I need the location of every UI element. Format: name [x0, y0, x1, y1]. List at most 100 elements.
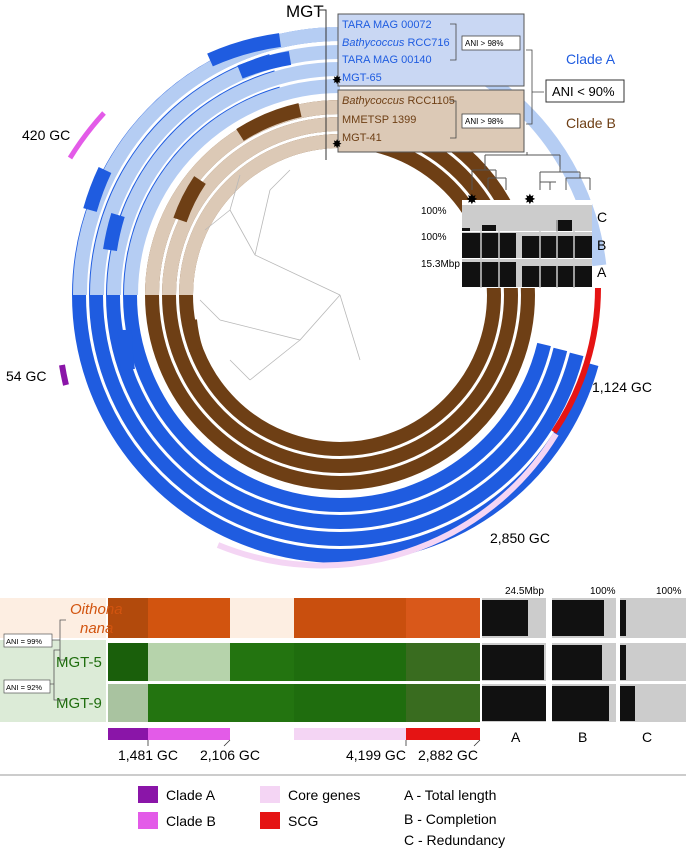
clade-a-genome-3: TARA MAG 00140 [342, 54, 432, 66]
brown-streak-2 [173, 176, 206, 223]
metric-a-oithona [482, 600, 528, 636]
gc-54-label: 54 GC [6, 368, 46, 384]
ring-b2-left [162, 117, 341, 296]
legend-swatch-scg [260, 812, 280, 829]
bar-c-1 [462, 228, 470, 231]
ani-99-bracket [52, 619, 66, 661]
bin-core [294, 728, 406, 740]
legend-swatch-clade-b [138, 812, 158, 829]
mgt5-seg-3 [230, 643, 294, 681]
oithona-seg-1 [108, 598, 148, 638]
metric-c-bg-2 [620, 643, 686, 681]
clade-b-genome-3: MGT-41 [342, 132, 382, 144]
blue-streak-4 [103, 212, 125, 252]
oithona-seg-3 [230, 598, 294, 638]
linear-pangenome: 24.5Mbp 100% 100% A B C Oithona nana MGT… [0, 586, 686, 763]
metric-c-head: 100% [656, 586, 682, 597]
bin-scg [406, 728, 480, 740]
blue-streak-5 [117, 329, 135, 372]
star-mgt41: ✸ [332, 137, 342, 151]
oithona-label-bg [0, 598, 106, 638]
arc-54-gc [59, 364, 69, 386]
metric-b-oithona [552, 600, 604, 636]
legend-core: Core genes [288, 787, 360, 803]
legend-c: C - Redundancy [404, 832, 505, 848]
clade-b-genome-1: Bathycoccus RCC1105 [342, 95, 455, 107]
ani-92-text: ANI = 92% [6, 683, 42, 692]
star-tree-1: ✸ [466, 191, 478, 207]
metric-c-bg-1 [620, 598, 686, 638]
clade-b-ani-bracket [450, 100, 457, 139]
legend-clade-a: Clade A [166, 787, 216, 803]
ring-a3-left [107, 62, 341, 296]
bar-a-1 [462, 262, 516, 287]
legend-b: B - Completion [404, 811, 497, 827]
oithona-name-1: Oithona [70, 601, 123, 618]
legend-a: A - Total length [404, 787, 496, 803]
oithona-name-2: nana [80, 620, 113, 637]
legend-clade-b: Clade B [166, 813, 216, 829]
metric-c-col: C [642, 729, 652, 745]
bar-row-c: C [597, 209, 607, 225]
metric-c-mgt9 [620, 686, 635, 721]
mgt9-seg-1 [108, 684, 148, 722]
legend-swatch-core [260, 786, 280, 803]
bar-len-a: 15.3Mbp [421, 259, 460, 270]
metric-b-col: B [578, 729, 587, 745]
ani-ab-text: ANI < 90% [552, 84, 615, 99]
brown-streak-1 [236, 103, 302, 141]
ani-ab-box [545, 79, 625, 103]
ani-b-text: ANI > 98% [465, 117, 503, 126]
metric-a-col: A [511, 729, 521, 745]
brown-streak-3 [183, 319, 203, 353]
gc3-label: 4,199 GC [346, 747, 406, 763]
star-tree-2: ✸ [524, 191, 536, 207]
metric-b-mgt5 [552, 645, 602, 680]
clade-ani-bracket [526, 49, 544, 125]
ring-a1-left [72, 27, 341, 296]
ani-a-text: ANI > 98% [465, 39, 503, 48]
blue-streak-2 [237, 51, 292, 79]
blue-streak-3 [83, 167, 112, 213]
bar-pct-b: 100% [421, 232, 447, 243]
bar-b-1 [462, 233, 516, 258]
legend-scg: SCG [288, 813, 318, 829]
clade-b-label: Clade B [566, 115, 616, 131]
tick-2 [223, 739, 231, 747]
mgt-label: MGT [286, 2, 324, 21]
bin-clade-b [148, 728, 230, 740]
mgt9-seg-2 [148, 684, 230, 722]
legend-swatch-clade-a [138, 786, 158, 803]
gc-420-label: 420 GC [22, 127, 70, 143]
gc1-label: 1,481 GC [118, 747, 178, 763]
mgt9-seg-3 [230, 684, 294, 722]
mgt5-seg-1 [108, 643, 148, 681]
bar-c-3 [556, 220, 572, 231]
ani-92-bracket [50, 649, 66, 701]
bar-row-a: A [597, 264, 607, 280]
metric-a-head: 24.5Mbp [505, 586, 544, 597]
metric-b-head: 100% [590, 586, 616, 597]
ring-b3-left [179, 134, 341, 296]
genome-tree [471, 152, 591, 190]
ani-a-box [461, 35, 521, 51]
oithona-seg-2 [148, 598, 230, 638]
oithona-seg-5 [406, 598, 480, 638]
clade-a-genome-1: TARA MAG 00072 [342, 19, 432, 31]
ani-b-box [461, 113, 521, 129]
mgt5-name: MGT-5 [56, 654, 102, 671]
metric-c-oithona [620, 600, 626, 636]
mgt-bracket [318, 9, 327, 160]
clade-a-ani-bracket [450, 23, 457, 61]
ring-a4-left [124, 79, 341, 296]
arc-2850-gc [216, 432, 559, 569]
mgt9-name: MGT-9 [56, 695, 102, 712]
arc-1124-gc [551, 287, 601, 434]
gc-1124-label: 1,124 GC [592, 379, 652, 395]
clade-b-genome-2: MMETSP 1399 [342, 114, 416, 126]
clade-a-genome-2: Bathycoccus RCC716 [342, 37, 450, 49]
oithona-seg-4 [294, 598, 406, 638]
legend: Clade A Clade B Core genes SCG A - Total… [138, 786, 505, 848]
clade-a-label: Clade A [566, 51, 616, 67]
